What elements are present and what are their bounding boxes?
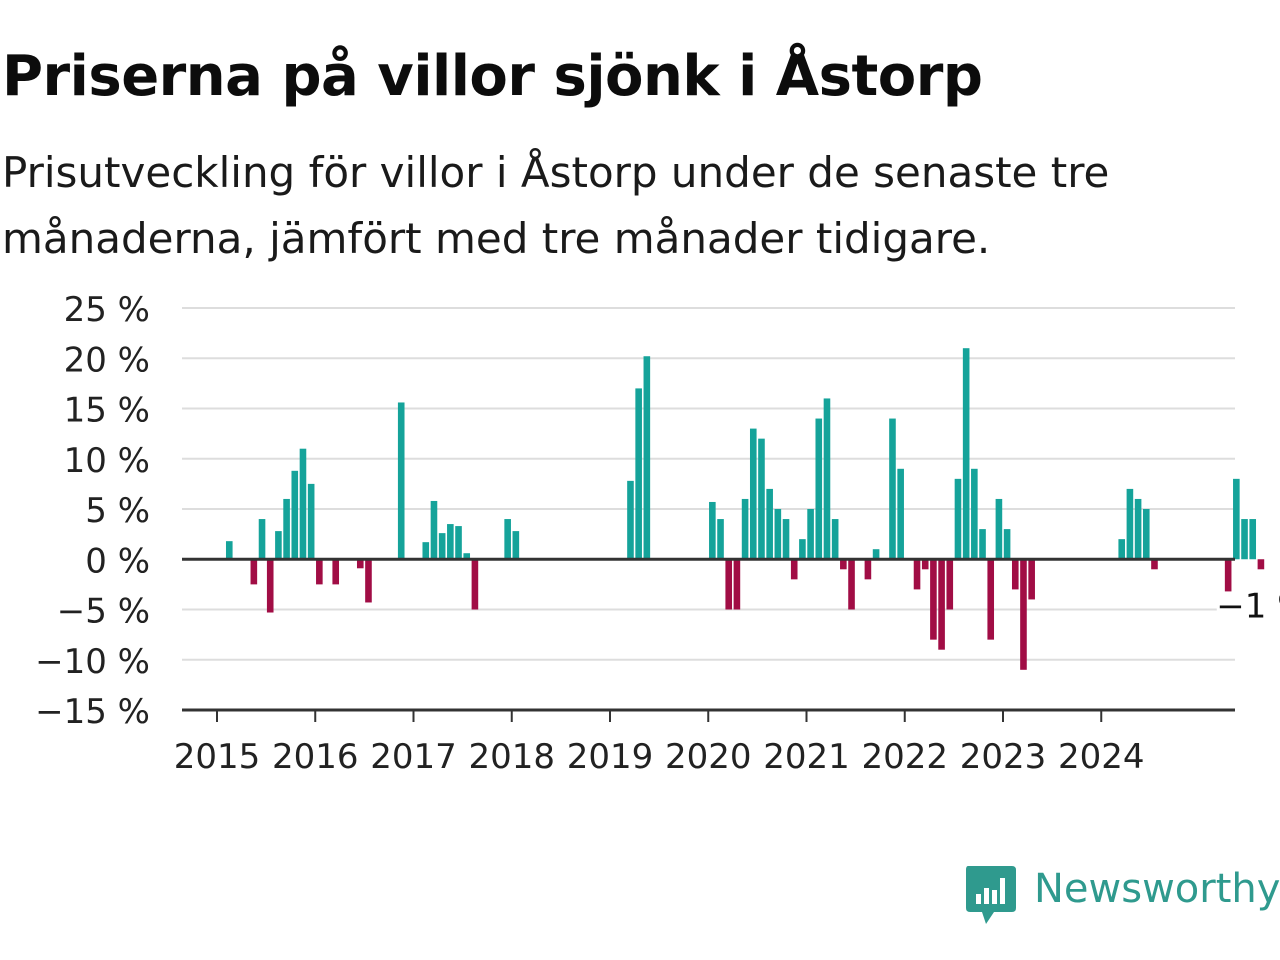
bar [840, 559, 847, 570]
bar [807, 509, 814, 560]
bar [848, 559, 855, 610]
bar [504, 519, 511, 560]
bar [447, 524, 454, 560]
x-tick-label: 2017 [370, 737, 457, 777]
y-tick-label: 25 % [64, 290, 150, 330]
x-tick-label: 2021 [763, 737, 850, 777]
bar [1003, 529, 1011, 560]
bar [258, 519, 266, 560]
bar [938, 559, 945, 650]
bar [422, 542, 430, 560]
bar [831, 519, 839, 560]
bar [889, 418, 896, 560]
bar [774, 509, 782, 560]
bar [815, 418, 823, 560]
bar [725, 559, 733, 610]
bar [864, 559, 872, 580]
bar [913, 559, 921, 590]
bar [962, 348, 970, 560]
bar-chart: 25 % 20 % 15 % 10 % 5 % 0 % −5 % −10 % −15 % 2015… [35, 290, 1280, 777]
bar [307, 483, 315, 560]
bar [1257, 559, 1265, 570]
bar [643, 356, 651, 560]
bar [823, 398, 831, 560]
bar [749, 428, 757, 560]
bar [356, 559, 364, 569]
bar [455, 526, 462, 560]
bar [930, 559, 937, 640]
bar [954, 478, 962, 560]
bar [1233, 478, 1240, 560]
bar [332, 559, 340, 585]
y-tick-label: 0 % [85, 541, 150, 581]
bar [1142, 509, 1150, 560]
bar [709, 501, 716, 560]
y-tick-label: −15 % [35, 692, 150, 732]
bar [316, 559, 323, 585]
bar [275, 531, 282, 560]
bar [790, 559, 798, 580]
x-tick-label: 2019 [567, 737, 654, 777]
chart-subtitle: Prisutveckling för villor i Åstorp under… [2, 148, 1110, 263]
bar [512, 531, 520, 560]
bar [1020, 559, 1027, 670]
bar [1151, 559, 1158, 570]
bar [733, 559, 741, 610]
bar [758, 438, 765, 560]
bar [225, 541, 233, 560]
bar [430, 500, 438, 560]
bar [1126, 488, 1134, 560]
x-tick-label: 2016 [272, 737, 359, 777]
bar [979, 529, 986, 560]
x-tick-label: 2020 [665, 737, 752, 777]
x-tick-label: 2018 [468, 737, 555, 777]
y-tick-label: 20 % [64, 340, 150, 380]
bar [872, 549, 880, 560]
bar [291, 470, 299, 560]
bar [635, 388, 642, 560]
bar [1118, 539, 1126, 560]
bar [627, 480, 634, 560]
bar [463, 553, 471, 560]
bar [717, 519, 724, 560]
bar [1241, 519, 1248, 560]
bar [266, 559, 274, 613]
bar [995, 498, 1003, 560]
bar [1028, 559, 1035, 600]
bar [782, 519, 790, 560]
bar [799, 539, 806, 560]
y-tick-label: 15 % [64, 391, 150, 431]
bar [946, 559, 954, 610]
last-value-label: −1 % [1216, 587, 1280, 627]
bar [397, 402, 405, 560]
x-tick-label: 2023 [960, 737, 1047, 777]
bar [283, 498, 290, 560]
bar [971, 468, 978, 560]
bar [365, 559, 372, 603]
bar [921, 559, 929, 570]
x-tick-label: 2015 [174, 737, 261, 777]
bar [987, 559, 995, 640]
bar [1011, 559, 1019, 590]
y-tick-label: 5 % [85, 491, 150, 531]
x-tick-label: 2022 [861, 737, 948, 777]
bar [766, 488, 773, 560]
bar [299, 448, 307, 560]
y-tick-label: −10 % [35, 642, 150, 682]
x-tick-label: 2024 [1058, 737, 1145, 777]
bar [897, 468, 904, 560]
bar [471, 559, 479, 610]
y-tick-label: 10 % [64, 441, 150, 481]
y-tick-label: −5 % [57, 592, 150, 632]
newsworthy-logo: Newsworthy [964, 864, 1280, 928]
bar [741, 498, 749, 560]
bar [1224, 559, 1232, 592]
bar [250, 559, 258, 585]
bar [438, 533, 446, 560]
bar [1134, 498, 1142, 560]
newsworthy-logo-icon [966, 866, 1016, 924]
bar [1249, 519, 1257, 560]
chart-title: Priserna på villor sjönk i Åstorp [2, 44, 983, 109]
brand-name: Newsworthy [1034, 866, 1280, 912]
